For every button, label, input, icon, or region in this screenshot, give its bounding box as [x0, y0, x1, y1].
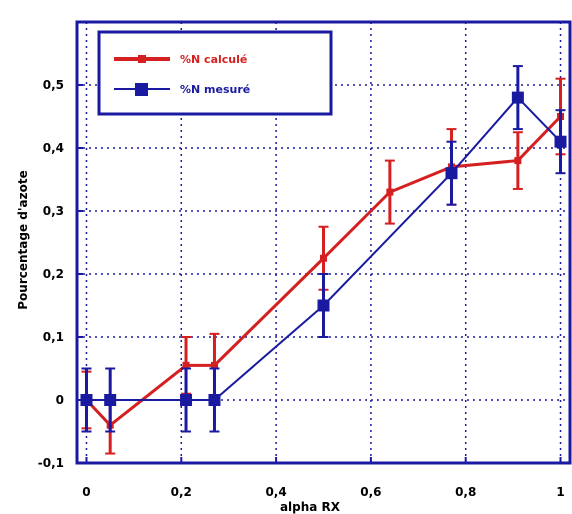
y-tick-label: 0,5 [43, 78, 64, 92]
tick-marks [77, 84, 562, 464]
x-axis-label: alpha RX [280, 500, 341, 514]
series-mesure [80, 65, 567, 433]
data-point-mesure [511, 91, 524, 104]
data-point-calcule [210, 361, 218, 369]
data-point-calcule [386, 188, 394, 196]
data-point-calcule [514, 157, 522, 165]
y-tick-label: 0,2 [43, 267, 64, 281]
x-tick-label: 1 [556, 485, 564, 499]
data-point-calcule [320, 254, 327, 262]
legend-box [97, 30, 333, 116]
x-tick-label: 0,6 [360, 485, 381, 499]
y-tick-label: 0,3 [43, 204, 64, 218]
data-point-mesure [208, 394, 221, 406]
series-calcule [81, 77, 566, 455]
x-tick-label: 0,8 [455, 485, 476, 499]
legend-marker-mesure [135, 83, 148, 96]
legend-label-mesure: %N mesuré [180, 83, 250, 96]
legend-label-calcule: %N calculé [180, 53, 247, 66]
data-point-mesure [80, 394, 93, 406]
y-axis-label: Pourcentage d'azote [16, 170, 30, 310]
series-line-mesure [86, 96, 562, 401]
data-point-mesure [104, 394, 117, 406]
series-layer [80, 65, 567, 455]
data-point-mesure [317, 299, 330, 312]
y-tick-label: 0,1 [43, 330, 64, 344]
y-tick-label: 0,4 [43, 141, 64, 155]
y-tick-label: -0,1 [38, 456, 64, 470]
data-point-mesure [554, 135, 567, 148]
data-point-mesure [445, 167, 458, 180]
x-tick-label: 0,2 [171, 485, 192, 499]
legend: %N calculé %N mesuré [97, 30, 333, 116]
y-tick-labels: -0,1 0 0,1 0,2 0,3 0,4 0,5 [38, 78, 64, 470]
legend-marker-calcule [138, 55, 146, 63]
data-point-mesure [180, 394, 193, 406]
y-tick-label: 0 [56, 393, 64, 407]
x-tick-label: 0 [82, 485, 90, 499]
data-point-calcule [182, 361, 190, 369]
plot-frame [75, 20, 572, 465]
x-tick-label: 0,4 [265, 485, 286, 499]
x-tick-labels: 0 0,2 0,4 0,6 0,8 1 [82, 485, 564, 499]
